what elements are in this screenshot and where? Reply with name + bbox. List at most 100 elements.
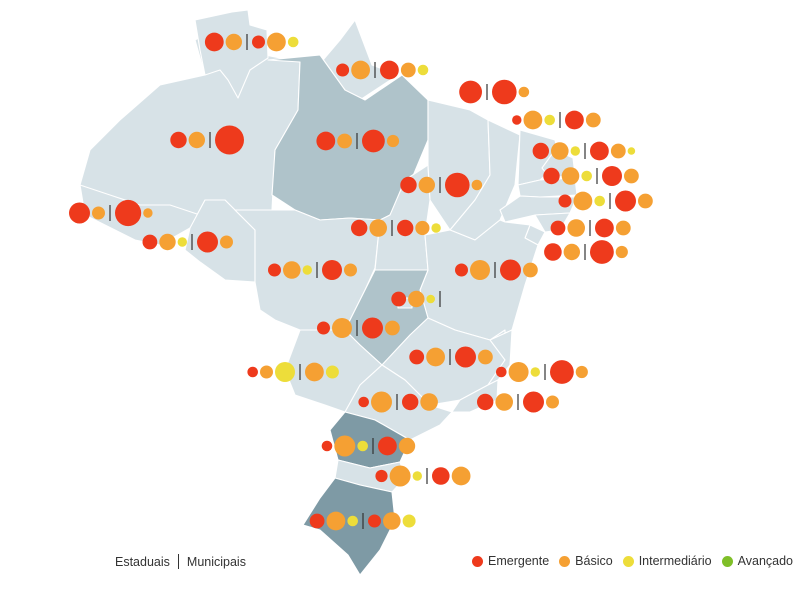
marker-sp-estaduais-emergente xyxy=(358,396,370,408)
marker-pr-estaduais-basico xyxy=(334,435,356,457)
marker-ro-municipais-emergente xyxy=(197,231,218,253)
marker-to-estaduais-basico xyxy=(418,176,435,194)
marker-group-am xyxy=(170,125,244,155)
marker-al-estaduais-basico xyxy=(567,219,585,237)
marker-ap-municipais-intermediario xyxy=(417,64,429,76)
marker-group-ac xyxy=(69,199,153,227)
marker-ms-municipais-intermediario xyxy=(325,365,339,379)
marker-rn-municipais-emergente xyxy=(590,141,609,161)
marker-es-estaduais-basico xyxy=(508,362,529,382)
marker-pr-estaduais-emergente xyxy=(321,440,333,452)
marker-ms-municipais-basico xyxy=(305,362,324,382)
marker-group-go xyxy=(317,317,400,339)
marker-sc-municipais-basico xyxy=(451,466,471,486)
marker-group-pe xyxy=(558,190,653,212)
scope-legend: Estaduais Municipais xyxy=(115,554,246,569)
state-rr[interactable] xyxy=(194,9,269,99)
marker-rj-municipais-emergente xyxy=(523,391,544,413)
marker-pi-estaduais-emergente xyxy=(351,219,368,237)
marker-sp-municipais-basico xyxy=(420,393,438,411)
marker-group-rj xyxy=(477,391,559,413)
state-pe[interactable] xyxy=(499,195,578,223)
marker-ms-estaduais-intermediario xyxy=(275,362,295,382)
marker-pi-municipais-intermediario xyxy=(431,223,441,233)
avancado-dot-icon xyxy=(721,555,733,567)
marker-group-es xyxy=(496,360,588,384)
marker-df-estaduais-basico xyxy=(408,290,425,308)
marker-pe-estaduais-basico xyxy=(573,191,593,211)
state-rs[interactable] xyxy=(302,477,396,576)
marker-group-sc xyxy=(375,465,471,487)
marker-ap-municipais-basico xyxy=(400,62,416,78)
marker-am-estaduais-emergente xyxy=(170,131,187,149)
marker-ms-estaduais-basico xyxy=(260,365,273,379)
states-layer xyxy=(79,9,578,576)
marker-mg-estaduais-emergente xyxy=(409,349,425,365)
marker-se-municipais-basico xyxy=(615,245,628,259)
marker-group-ro xyxy=(142,231,233,253)
marker-sc-estaduais-basico xyxy=(389,465,411,487)
legend-item-intermediario: Intermediário xyxy=(622,554,712,568)
marker-sc-municipais-emergente xyxy=(432,467,450,485)
marker-es-municipais-emergente xyxy=(550,360,574,384)
marker-al-municipais-emergente xyxy=(595,218,614,238)
marker-go-municipais-emergente xyxy=(362,317,383,339)
marker-es-estaduais-emergente xyxy=(496,366,507,378)
marker-group-ce xyxy=(512,110,601,130)
marker-mt-municipais-emergente xyxy=(322,260,342,280)
marker-group-pr xyxy=(321,435,416,457)
marker-al-estaduais-emergente xyxy=(550,220,566,236)
marker-pa-municipais-emergente xyxy=(362,129,385,153)
marker-df-estaduais-intermediario xyxy=(426,294,436,304)
legend-item-avancado: Avançado xyxy=(721,554,794,568)
marker-mt-municipais-basico xyxy=(344,263,357,277)
legend-label-avancado: Avançado xyxy=(737,554,794,568)
marker-go-estaduais-basico xyxy=(332,318,352,338)
marker-group-rs xyxy=(309,511,416,531)
marker-ro-estaduais-emergente xyxy=(142,234,158,250)
marker-group-ma xyxy=(459,79,530,105)
marker-go-municipais-basico xyxy=(385,320,400,336)
level-legend: Emergente Básico Intermediário Avançado xyxy=(472,554,793,568)
markers-layer xyxy=(69,32,653,531)
marker-rj-estaduais-emergente xyxy=(477,393,494,411)
marker-go-estaduais-emergente xyxy=(317,321,330,335)
marker-rr-municipais-basico xyxy=(267,32,286,52)
marker-rj-estaduais-basico xyxy=(495,393,513,411)
marker-rs-estaduais-intermediario xyxy=(347,515,359,527)
marker-group-rr xyxy=(204,32,299,52)
marker-ro-estaduais-basico xyxy=(159,233,176,251)
marker-rn-municipais-intermediario xyxy=(627,147,636,155)
marker-ap-estaduais-emergente xyxy=(336,63,350,77)
marker-sp-estaduais-basico xyxy=(371,391,392,413)
marker-group-pa xyxy=(316,129,400,153)
marker-ce-estaduais-emergente xyxy=(512,115,522,125)
marker-rn-municipais-basico xyxy=(610,143,626,159)
marker-group-mg xyxy=(409,346,493,368)
marker-ro-municipais-basico xyxy=(220,235,233,249)
legend-label-basico: Básico xyxy=(575,554,613,568)
marker-rs-estaduais-emergente xyxy=(309,513,325,529)
marker-ap-estaduais-basico xyxy=(351,60,370,80)
marker-rs-municipais-intermediario xyxy=(402,514,416,528)
marker-ac-estaduais-emergente xyxy=(69,202,90,224)
marker-pb-estaduais-basico xyxy=(561,167,580,185)
marker-rn-estaduais-intermediario xyxy=(570,146,580,156)
marker-rs-municipais-basico xyxy=(383,512,401,530)
legend-label-emergente: Emergente xyxy=(488,554,550,568)
basico-dot-icon xyxy=(559,555,571,567)
marker-am-municipais-emergente xyxy=(215,125,244,155)
scope-separator xyxy=(177,554,179,569)
marker-pa-municipais-basico xyxy=(386,134,400,148)
marker-pb-municipais-emergente xyxy=(602,166,622,186)
marker-rn-estaduais-emergente xyxy=(532,142,549,160)
emergente-dot-icon xyxy=(472,555,483,567)
marker-ma-municipais-emergente xyxy=(492,79,517,105)
marker-ac-estaduais-basico xyxy=(92,206,105,220)
marker-group-pb xyxy=(543,166,639,186)
marker-es-estaduais-intermediario xyxy=(530,367,540,377)
marker-group-rn xyxy=(532,141,636,161)
marker-ac-municipais-emergente xyxy=(115,199,142,227)
marker-pr-estaduais-intermediario xyxy=(357,440,369,452)
marker-mg-municipais-emergente xyxy=(455,346,476,368)
